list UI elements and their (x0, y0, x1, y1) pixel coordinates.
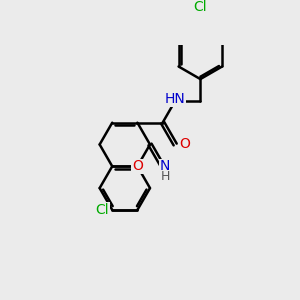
Text: O: O (179, 137, 190, 152)
Text: HN: HN (165, 92, 186, 106)
Text: O: O (132, 159, 143, 173)
Text: N: N (160, 159, 170, 173)
Text: H: H (160, 170, 170, 183)
Text: Cl: Cl (194, 0, 207, 14)
Text: Cl: Cl (96, 203, 109, 217)
